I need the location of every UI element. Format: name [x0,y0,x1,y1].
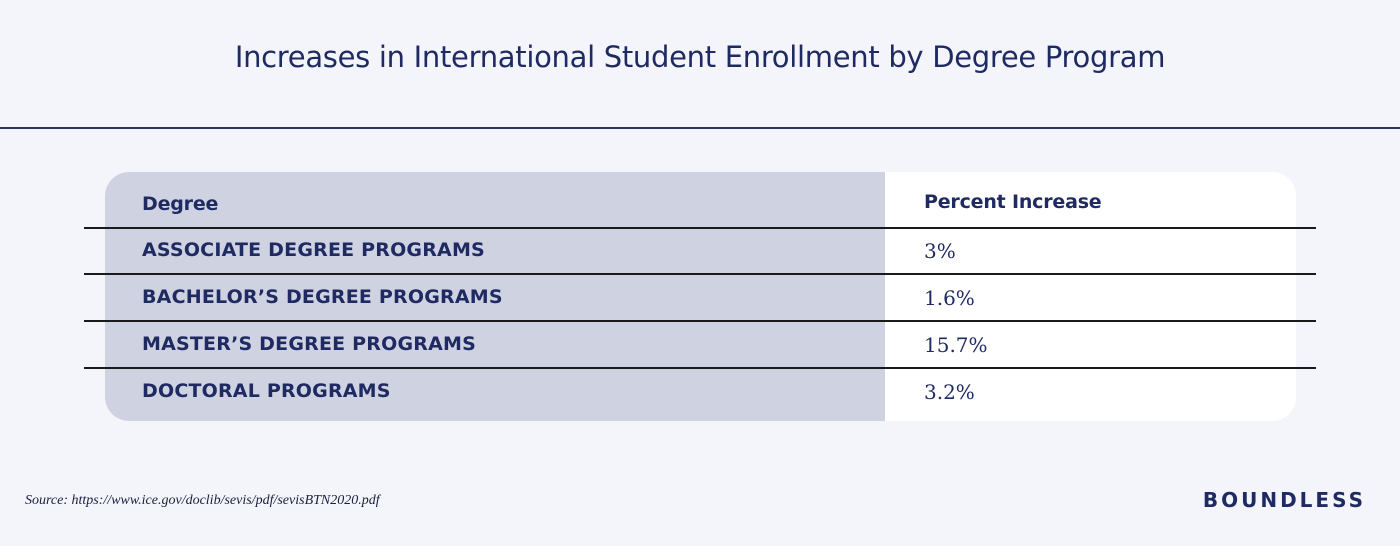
percent-column-header: Percent Increase [924,191,1102,213]
table-row-label: DOCTORAL PROGRAMS [142,380,391,402]
table-row-value: 3.2% [924,380,975,404]
table-row-label: ASSOCIATE DEGREE PROGRAMS [142,239,485,261]
table-row-value: 3% [924,239,956,263]
percent-column-background [885,172,1296,421]
row-divider [84,320,1316,322]
brand-logo: BOUNDLESS [1202,488,1366,512]
row-divider [84,367,1316,369]
degree-column-header: Degree [142,193,219,215]
data-table [105,172,1296,421]
title-divider [0,127,1400,129]
table-row-label: BACHELOR’S DEGREE PROGRAMS [142,286,503,308]
table-row-value: 1.6% [924,286,975,310]
row-divider [84,273,1316,275]
source-citation: Source: https://www.ice.gov/doclib/sevis… [25,493,380,508]
table-row-value: 15.7% [924,333,988,357]
chart-title: Increases in International Student Enrol… [234,40,1166,74]
table-row-label: MASTER’S DEGREE PROGRAMS [142,333,476,355]
row-divider [84,227,1316,229]
degree-column-background [105,172,885,421]
